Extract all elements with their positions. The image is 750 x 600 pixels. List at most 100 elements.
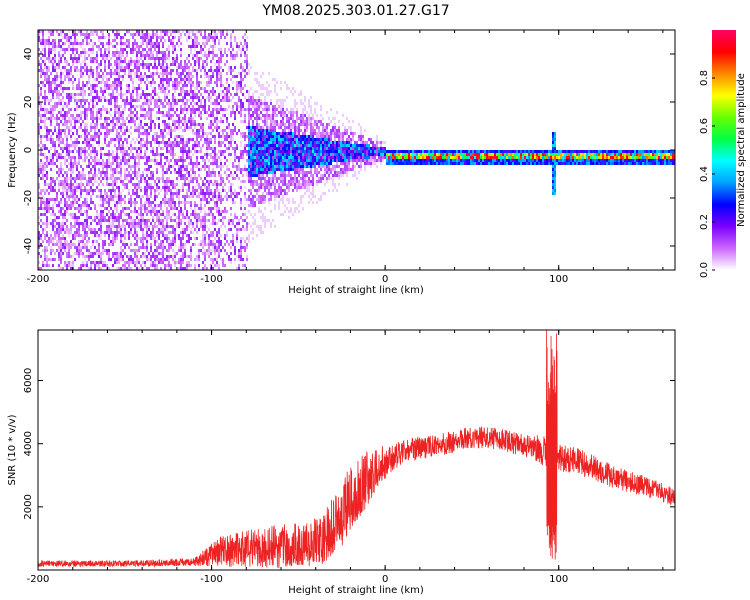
spectrogram-cell [208,93,210,96]
spectrogram-cell [182,120,184,123]
spectrogram-cell [146,168,148,171]
spectrogram-cell [202,36,204,39]
spectrogram-cell [222,108,224,111]
spectrogram-cell [118,54,120,57]
spectrogram-cell [244,69,246,72]
spectrogram-cell [220,177,222,180]
spectrogram-cell [160,207,162,210]
spectrogram-cell [86,165,88,168]
spectrogram-cell [216,180,218,183]
spectrogram-cell [154,102,156,105]
spectrogram-cell [46,201,48,204]
spectrogram-cell [218,108,220,111]
spectrogram-cell [70,174,72,177]
spectrogram-cell [206,243,208,246]
spectrogram-cell [96,156,98,159]
spectrogram-cell [70,195,72,198]
spectrogram-cell [50,117,52,120]
spectrogram-cell [150,210,152,213]
spectrogram-cell [52,111,54,114]
spectrogram-cell [88,225,90,228]
spectrogram-cell [122,111,124,114]
spectrogram-cell [64,36,66,39]
spectrogram-cell [68,69,70,72]
spectrogram-cell [212,168,214,171]
spectrogram-cell [164,258,166,261]
spectrogram-cell [48,108,50,111]
spectrogram-cell [56,87,58,90]
spectrogram-cell [48,75,50,78]
spectrogram-cell [186,144,188,147]
spectrogram-cell [226,147,228,150]
spectrogram-cell [204,141,206,144]
spectrogram-cell [246,135,248,138]
spectrogram-cell [202,48,204,51]
spectrogram-cell [90,261,92,264]
spectrogram-cell [228,180,230,183]
spectrogram-cell [148,48,150,51]
spectrogram-cell [248,180,250,183]
spectrogram-cell [234,141,236,144]
spectrogram-cell [222,246,224,249]
spectrogram-cell [136,156,138,159]
spectrogram-cell [134,165,136,168]
spectrogram-cell [52,213,54,216]
spectrogram-cell [76,198,78,201]
spectrogram-cell [170,198,172,201]
spectrogram-cell [162,75,164,78]
spectrogram-cell [90,33,92,36]
spectrogram-cell [234,213,236,216]
spectrogram-cell [256,144,258,147]
spectrogram-cell [116,267,118,270]
spectrogram-cell [112,231,114,234]
spectrogram-cell [246,45,248,48]
spectrogram-cell [220,150,222,153]
spectrogram-cell [180,189,182,192]
spectrogram-cell [72,168,74,171]
spectrogram-cell [104,51,106,54]
spectrogram-cell [120,54,122,57]
spectrogram-cell [134,183,136,186]
spectrogram-cell [118,135,120,138]
spectrogram-cell [142,222,144,225]
spectrogram-cell [126,168,128,171]
spectrogram-cell [116,102,118,105]
spectrogram-cell [92,219,94,222]
spectrogram-cell [158,252,160,255]
spectrogram-cell [38,252,40,255]
spectrogram-cell [158,126,160,129]
spectrogram-cell [58,231,60,234]
spectrogram-cell [110,87,112,90]
spectrogram-cell [54,117,56,120]
spectrogram-cell [202,234,204,237]
spectrogram-cell [62,138,64,141]
spectrogram-cell [160,162,162,165]
spectrogram-cell [248,159,250,162]
spectrogram-cell [40,267,42,270]
spectrogram-cell [232,135,234,138]
spectrogram-cell [40,108,42,111]
spectrogram-cell [94,105,96,108]
spectrogram-cell [148,36,150,39]
spectrogram-cell [196,213,198,216]
spectrogram-cell [100,204,102,207]
spectrogram-cell [222,210,224,213]
spectrogram-cell [122,198,124,201]
spectrogram-cell [244,54,246,57]
spectrogram-cell [116,153,118,156]
spectrogram-cell [148,57,150,60]
spectrogram-cell [56,123,58,126]
spectrogram-cell [254,213,256,216]
spectrogram-cell [86,81,88,84]
spectrogram-cell [222,90,224,93]
spectrogram-cell [168,177,170,180]
spectrogram-cell [194,171,196,174]
spectrogram-cell [120,255,122,258]
spectrogram-cell [78,114,80,117]
spectrogram-cell [48,150,50,153]
spectrogram-cell [54,141,56,144]
spectrogram-cell [110,99,112,102]
spectrogram-cell [148,63,150,66]
spectrogram-cell [130,231,132,234]
spectrogram-cell [214,99,216,102]
